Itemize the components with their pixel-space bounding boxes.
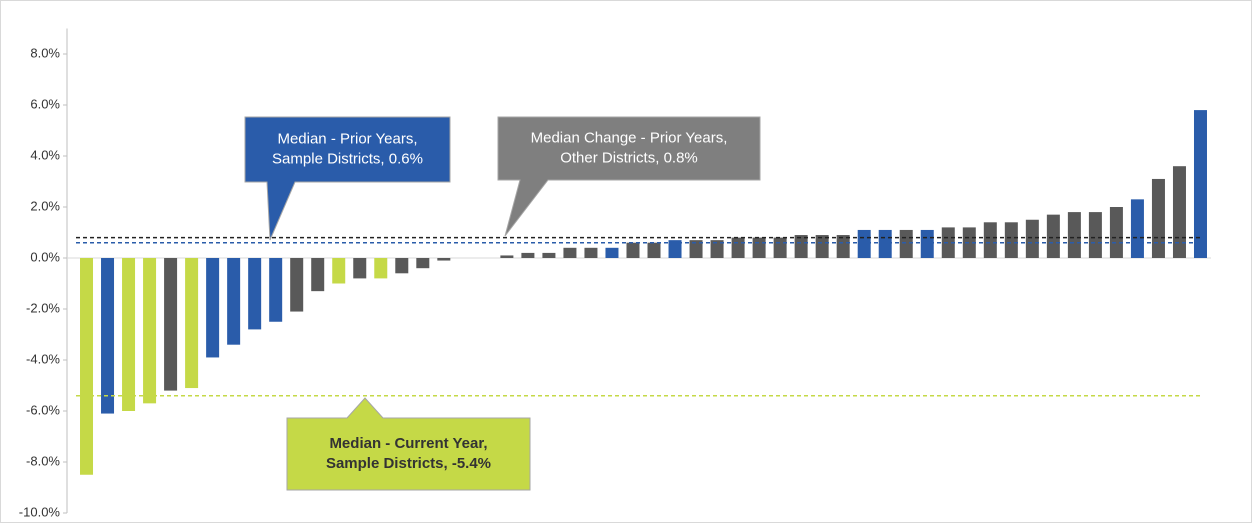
bar — [857, 229, 871, 258]
y-tick-label: 8.0% — [30, 45, 60, 60]
bar — [101, 258, 115, 414]
bar — [563, 247, 577, 258]
annotation-box — [244, 116, 451, 241]
bar — [1151, 178, 1165, 258]
bar — [605, 247, 619, 258]
bar — [311, 258, 325, 292]
bar — [815, 235, 829, 258]
y-tick-label: 4.0% — [30, 147, 60, 162]
bar — [1025, 219, 1039, 258]
bar — [395, 258, 409, 274]
y-tick-label: -8.0% — [26, 453, 60, 468]
bar — [794, 235, 808, 258]
bar — [962, 227, 976, 258]
y-tick-label: -10.0% — [19, 504, 61, 519]
bar — [710, 240, 724, 258]
annotation-text: Median Change - Prior Years, — [531, 129, 728, 146]
bar — [647, 242, 661, 258]
annotation-text: Sample Districts, 0.6% — [272, 150, 423, 167]
bar — [899, 229, 913, 258]
bar — [920, 229, 934, 258]
annotation-box — [286, 397, 531, 491]
bar — [1130, 199, 1144, 258]
bar — [1109, 207, 1123, 258]
bar — [731, 237, 745, 258]
bar — [878, 229, 892, 258]
y-tick-label: 6.0% — [30, 96, 60, 111]
bar — [500, 255, 514, 258]
bar — [1046, 214, 1060, 258]
annotation-text: Median - Current Year, — [329, 435, 487, 452]
bar — [80, 258, 94, 475]
bar — [290, 258, 304, 312]
bar — [1088, 212, 1102, 258]
y-tick-label: -6.0% — [26, 402, 60, 417]
bar — [416, 258, 430, 269]
y-tick-label: -2.0% — [26, 300, 60, 315]
bar — [206, 258, 220, 358]
annotation-text: Sample Districts, -5.4% — [326, 455, 491, 472]
y-tick-label: -4.0% — [26, 351, 60, 366]
bar — [248, 258, 262, 330]
bar — [269, 258, 283, 322]
bar — [227, 258, 241, 345]
bar — [122, 258, 136, 411]
bar — [1193, 110, 1207, 258]
bar — [1172, 166, 1186, 258]
bar — [584, 247, 598, 258]
bar — [1004, 222, 1018, 258]
bar — [353, 258, 367, 279]
y-tick-label: 0.0% — [30, 249, 60, 264]
bar — [521, 252, 535, 258]
bar — [836, 235, 850, 258]
bar — [941, 227, 955, 258]
bar — [185, 258, 199, 389]
bar — [1067, 212, 1081, 258]
bar — [164, 258, 178, 391]
bar — [773, 237, 787, 258]
bar — [542, 252, 556, 258]
annotation-text: Other Districts, 0.8% — [560, 149, 698, 166]
bar — [374, 258, 388, 279]
bar — [752, 237, 766, 258]
bar — [332, 258, 346, 284]
y-tick-label: 2.0% — [30, 198, 60, 213]
bar — [437, 258, 451, 261]
bar — [626, 242, 640, 258]
bar — [668, 240, 682, 258]
bar — [143, 258, 157, 404]
bar — [983, 222, 997, 258]
bar — [689, 240, 703, 258]
annotation-text: Median - Prior Years, — [277, 130, 417, 147]
annotation-box — [497, 116, 761, 237]
